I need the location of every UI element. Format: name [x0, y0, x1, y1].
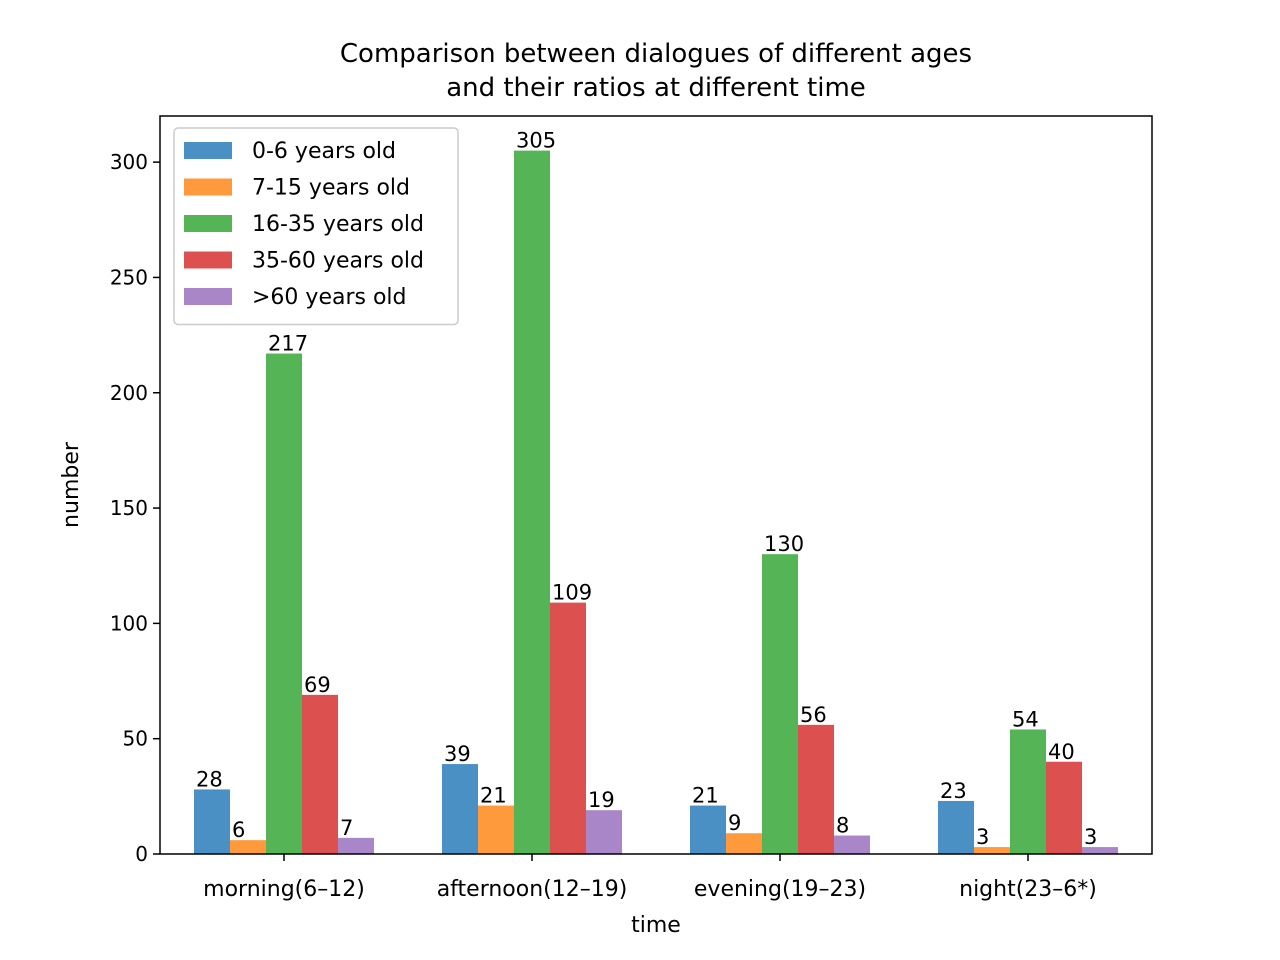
- bar-4-3: [1082, 847, 1118, 854]
- legend-swatch-0: [184, 142, 232, 159]
- y-tick-label: 250: [110, 265, 148, 289]
- data-label-0-0: 28: [196, 767, 223, 791]
- bars-layer: [194, 150, 1118, 854]
- data-label-2-0: 217: [268, 332, 308, 356]
- y-tick-label: 300: [110, 150, 148, 174]
- x-axis: morning(6–12) afternoon(12–19) evening(19–…: [203, 854, 1097, 902]
- data-label-3-3: 40: [1048, 740, 1075, 764]
- legend-swatch-2: [184, 215, 232, 232]
- legend-label-0: 0-6 years old: [252, 139, 396, 164]
- data-label-1-3: 3: [976, 825, 989, 849]
- legend: 0-6 years old 7-15 years old 16-35 years o…: [173, 127, 459, 326]
- y-axis: 0 50 100 150 200 250 300: [110, 150, 160, 866]
- data-label-2-1: 305: [516, 129, 556, 153]
- bar-2-1: [514, 150, 550, 854]
- bar-1-2: [726, 833, 762, 854]
- bar-1-1: [478, 805, 514, 854]
- data-label-1-0: 6: [232, 818, 245, 842]
- bar-3-1: [550, 602, 586, 854]
- plot-area-frame: [159, 115, 1153, 855]
- bar-2-0: [266, 353, 302, 854]
- x-tick-label: afternoon(12–19): [437, 877, 628, 902]
- bar-0-0: [194, 789, 230, 854]
- legend-label-2: 16-35 years old: [252, 212, 424, 237]
- legend-box: [173, 127, 459, 326]
- data-label-4-3: 3: [1084, 825, 1097, 849]
- x-tick-label: morning(6–12): [203, 877, 365, 902]
- legend-swatch-1: [184, 178, 232, 196]
- y-axis-label: number: [59, 441, 84, 528]
- bar-1-0: [230, 840, 266, 854]
- data-label-0-3: 23: [940, 779, 967, 803]
- legend-label-4: >60 years old: [252, 285, 407, 310]
- x-tick-label: night(23–6*): [959, 877, 1097, 902]
- data-label-1-2: 9: [728, 811, 741, 835]
- bar-4-2: [834, 835, 870, 854]
- bar-3-3: [1046, 761, 1082, 854]
- bar-3-0: [302, 694, 338, 854]
- bar-0-3: [938, 800, 974, 854]
- bar-4-1: [586, 810, 622, 854]
- data-labels-layer: 28 39 21 23 6 21 9 3 217 305 130 54 69 109 56 40 7 19 8 3: [196, 129, 1097, 849]
- data-label-3-1: 109: [552, 581, 592, 605]
- y-tick-label: 150: [110, 496, 148, 520]
- data-label-4-1: 19: [588, 788, 615, 812]
- y-tick-label: 0: [135, 842, 148, 866]
- x-axis-label: time: [631, 913, 681, 938]
- chart-title-line-2: and their ratios at different time: [446, 73, 866, 103]
- y-tick-label: 200: [110, 381, 148, 405]
- bar-2-3: [1010, 729, 1046, 854]
- data-label-1-1: 21: [480, 784, 507, 808]
- bar-4-0: [338, 837, 374, 854]
- legend-label-3: 35-60 years old: [252, 249, 424, 274]
- chart-title-line-1: Comparison between dialogues of differen…: [339, 39, 973, 69]
- data-label-2-2: 130: [764, 532, 804, 556]
- legend-swatch-4: [184, 288, 232, 305]
- data-label-3-2: 56: [800, 703, 827, 727]
- data-label-4-0: 7: [340, 816, 353, 840]
- bar-0-2: [690, 805, 726, 854]
- data-label-2-3: 54: [1012, 707, 1039, 731]
- data-label-4-2: 8: [836, 814, 849, 838]
- x-tick-label: evening(19–23): [694, 877, 866, 902]
- y-tick-label: 50: [123, 727, 148, 751]
- bar-0-1: [442, 764, 478, 854]
- bar-3-2: [798, 724, 834, 854]
- y-tick-label: 100: [110, 611, 148, 635]
- data-label-3-0: 69: [304, 673, 331, 697]
- data-label-0-1: 39: [444, 742, 471, 766]
- legend-label-1: 7-15 years old: [252, 176, 410, 201]
- data-label-0-2: 21: [692, 784, 719, 808]
- legend-swatch-3: [184, 251, 232, 269]
- bar-2-2: [762, 554, 798, 854]
- bar-1-3: [974, 847, 1010, 854]
